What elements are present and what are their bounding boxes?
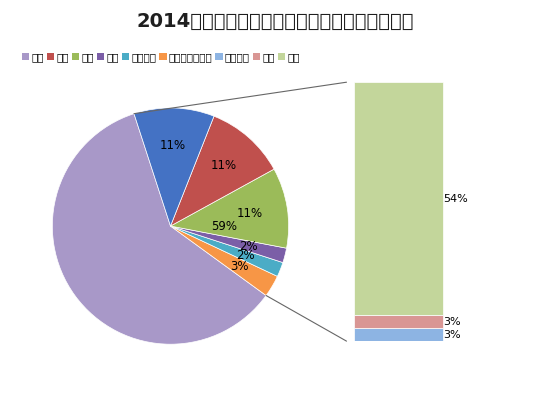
Text: 2%: 2% [239, 240, 257, 252]
Text: 11%: 11% [211, 159, 236, 172]
Text: 59%: 59% [211, 219, 236, 233]
Wedge shape [134, 108, 214, 226]
Wedge shape [170, 226, 283, 276]
Wedge shape [170, 116, 274, 226]
Bar [354, 328, 443, 341]
Text: 2%: 2% [236, 249, 255, 262]
Bar [354, 315, 443, 328]
Bar [354, 82, 443, 315]
Text: 3%: 3% [444, 330, 461, 339]
Text: 11%: 11% [160, 139, 186, 152]
Wedge shape [170, 226, 277, 296]
Wedge shape [52, 114, 266, 344]
Text: 2014年伦敦商学院中国毕业生走向（工作领域）: 2014年伦敦商学院中国毕业生走向（工作领域） [136, 12, 414, 31]
Text: 54%: 54% [444, 194, 469, 204]
Text: 3%: 3% [230, 261, 249, 273]
Text: 11%: 11% [237, 207, 263, 220]
Wedge shape [170, 169, 289, 248]
Legend: 金融, 研究, 咨询, 销售, 信息技术, 军事与安保服务, 质量保证, 创业, 其他: 金融, 研究, 咨询, 销售, 信息技术, 军事与安保服务, 质量保证, 创业,… [21, 53, 300, 62]
Text: 3%: 3% [444, 317, 461, 327]
Wedge shape [170, 226, 287, 263]
